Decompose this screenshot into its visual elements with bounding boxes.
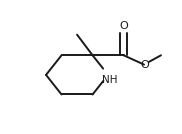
Text: NH: NH	[102, 75, 117, 85]
Text: O: O	[119, 21, 128, 31]
Text: O: O	[140, 60, 149, 70]
